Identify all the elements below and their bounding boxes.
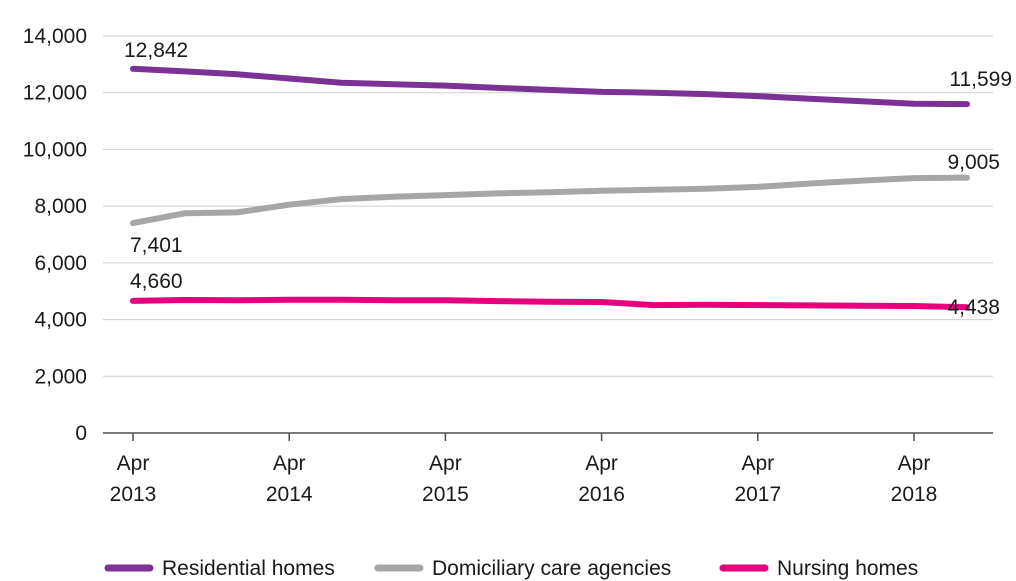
data-label-start: 12,842 [124,39,188,62]
x-tick-label: 2014 [266,483,313,506]
y-tick-label: 6,000 [34,252,87,275]
x-tick-label: 2013 [110,483,157,506]
legend-label: Residential homes [162,557,335,580]
y-tick-label: 0 [75,422,87,445]
x-tick-label: Apr [429,452,462,475]
y-tick-label: 12,000 [23,82,87,105]
x-axis: Apr 2013 Apr 2014 Apr 2015 Apr 2016 Apr 2017 Apr 20… [103,432,993,506]
x-tick-label: Apr [898,452,931,475]
series-line-domiciliary-care-agencies [130,174,970,227]
x-tick-label: Apr [273,452,306,475]
y-tick-label: 4,000 [34,309,87,332]
x-tick-label: 2018 [891,483,938,506]
legend-label: Domiciliary care agencies [432,557,671,580]
series-line-residential-homes [130,65,970,108]
x-tick-label: 2017 [734,483,781,506]
legend-label: Nursing homes [777,557,918,580]
x-tick-label: 2015 [422,483,469,506]
data-label-start: 4,660 [130,270,183,293]
legend: Residential homes Domiciliary care agenci… [104,557,918,580]
y-tick-label: 10,000 [23,138,87,161]
data-label-start: 7,401 [130,234,183,257]
data-label-end: 4,438 [947,296,1000,319]
series-lines [130,65,970,311]
y-tick-label: 2,000 [34,365,87,388]
y-tick-label: 8,000 [34,195,87,218]
x-tick-label: Apr [585,452,618,475]
x-tick-label: Apr [117,452,150,475]
x-tick-label: 2016 [578,483,625,506]
data-labels: 12,842 11,599 7,401 9,005 4,660 4,438 [124,39,1012,319]
data-label-end: 11,599 [949,68,1012,91]
data-label-end: 9,005 [947,151,1000,174]
y-axis: 0 2,000 4,000 6,000 8,000 10,000 12,000 14,000 [23,25,87,445]
y-tick-label: 14,000 [23,25,87,48]
x-tick-label: Apr [741,452,774,475]
series-line-nursing-homes [130,296,970,311]
